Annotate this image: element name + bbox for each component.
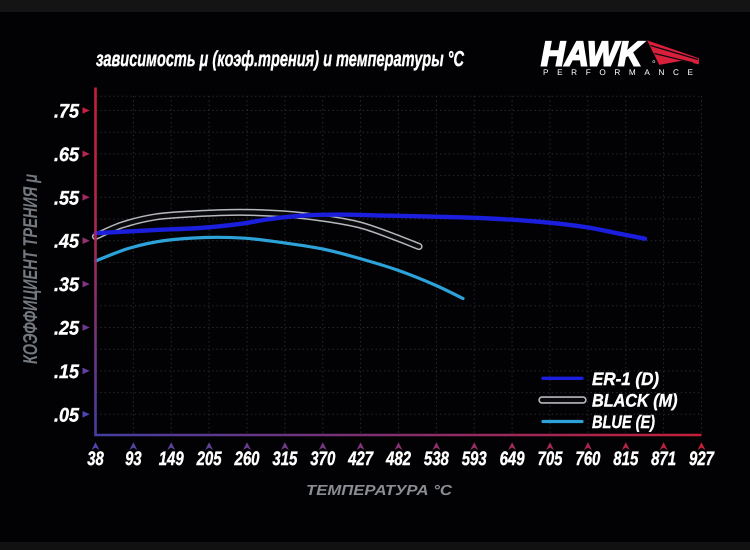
svg-text:593: 593 [462, 448, 487, 470]
svg-text:BLACK (M): BLACK (M) [592, 391, 678, 411]
svg-text:927: 927 [689, 448, 715, 470]
svg-text:.05: .05 [54, 404, 80, 426]
svg-text:HAWK: HAWK [541, 36, 644, 74]
svg-text:705: 705 [538, 448, 564, 470]
svg-text:.45: .45 [54, 231, 80, 253]
svg-text:.55: .55 [54, 187, 80, 209]
svg-text:649: 649 [500, 448, 525, 470]
svg-text:BLUE (E): BLUE (E) [592, 412, 655, 432]
svg-text:PERFORMANCE: PERFORMANCE [543, 68, 694, 77]
svg-text:КОЭФФИЦИЕНТ ТРЕНИЯ μ: КОЭФФИЦИЕНТ ТРЕНИЯ μ [20, 174, 42, 364]
svg-text:315: 315 [272, 448, 298, 470]
svg-text:205: 205 [196, 448, 223, 470]
svg-text:93: 93 [125, 448, 142, 470]
svg-text:ТЕМПЕРАТУРА °C: ТЕМПЕРАТУРА °C [306, 483, 453, 499]
svg-text:427: 427 [347, 448, 374, 470]
svg-text:482: 482 [385, 448, 411, 470]
svg-text:815: 815 [613, 448, 639, 470]
svg-text:.25: .25 [54, 318, 80, 340]
svg-text:зависимость μ (коэф.трения) и: зависимость μ (коэф.трения) и температур… [96, 47, 464, 71]
svg-text:38: 38 [87, 448, 104, 470]
svg-text:ER-1 (D): ER-1 (D) [592, 369, 659, 389]
svg-text:.75: .75 [54, 101, 80, 123]
svg-text:538: 538 [424, 448, 449, 470]
svg-text:260: 260 [234, 448, 260, 470]
svg-text:.15: .15 [54, 361, 80, 383]
svg-text:370: 370 [310, 448, 335, 470]
svg-text:.35: .35 [54, 274, 80, 296]
svg-text:871: 871 [651, 448, 676, 470]
svg-text:149: 149 [159, 448, 184, 470]
svg-text:760: 760 [575, 448, 600, 470]
svg-text:.65: .65 [54, 144, 80, 166]
